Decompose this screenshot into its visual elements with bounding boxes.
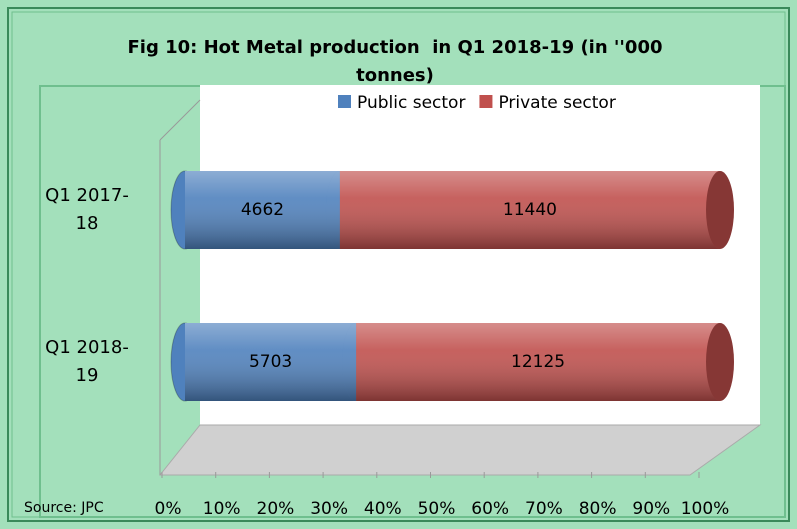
legend-label: Private sector	[498, 93, 615, 113]
x-tick-label: 90%	[632, 499, 670, 519]
x-tick-label: 0%	[155, 499, 182, 519]
bar-cap	[706, 323, 734, 401]
x-tick-label: 10%	[203, 499, 241, 519]
bar-cap	[706, 171, 734, 249]
x-tick-label: 60%	[471, 499, 509, 519]
data-label: 4662	[241, 200, 284, 220]
x-tick-label: 40%	[364, 499, 402, 519]
data-label: 12125	[511, 352, 565, 372]
legend-swatch	[479, 95, 493, 108]
bar-shade	[339, 171, 720, 249]
source: Source: JPC	[24, 500, 104, 516]
data-label: 11440	[503, 200, 557, 220]
x-tick-label: 70%	[525, 499, 563, 519]
x-tick-label: 30%	[310, 499, 348, 519]
bar-shade	[185, 171, 340, 249]
x-tick-label: 100%	[681, 499, 730, 519]
bar-shade	[356, 323, 720, 401]
y-tick-label: Q1 2017-18	[45, 185, 129, 234]
data-label: 5703	[249, 352, 292, 372]
legend-swatch	[338, 95, 351, 108]
left-wall-edge	[159, 99, 201, 141]
outer-border	[7, 7, 790, 522]
bar-shade	[185, 323, 357, 401]
chart-title: Fig 10: Hot Metal production in Q1 2018-…	[127, 37, 669, 86]
y-tick-label: Q1 2018-19	[45, 337, 129, 386]
floor	[158, 424, 762, 476]
x-tick-label: 20%	[257, 499, 295, 519]
bar-cap-shade	[706, 323, 734, 401]
x-tick-label: 80%	[579, 499, 617, 519]
legend-label: Public sector	[357, 93, 465, 113]
bar-cap-shade	[706, 171, 734, 249]
x-tick-label: 50%	[418, 499, 456, 519]
